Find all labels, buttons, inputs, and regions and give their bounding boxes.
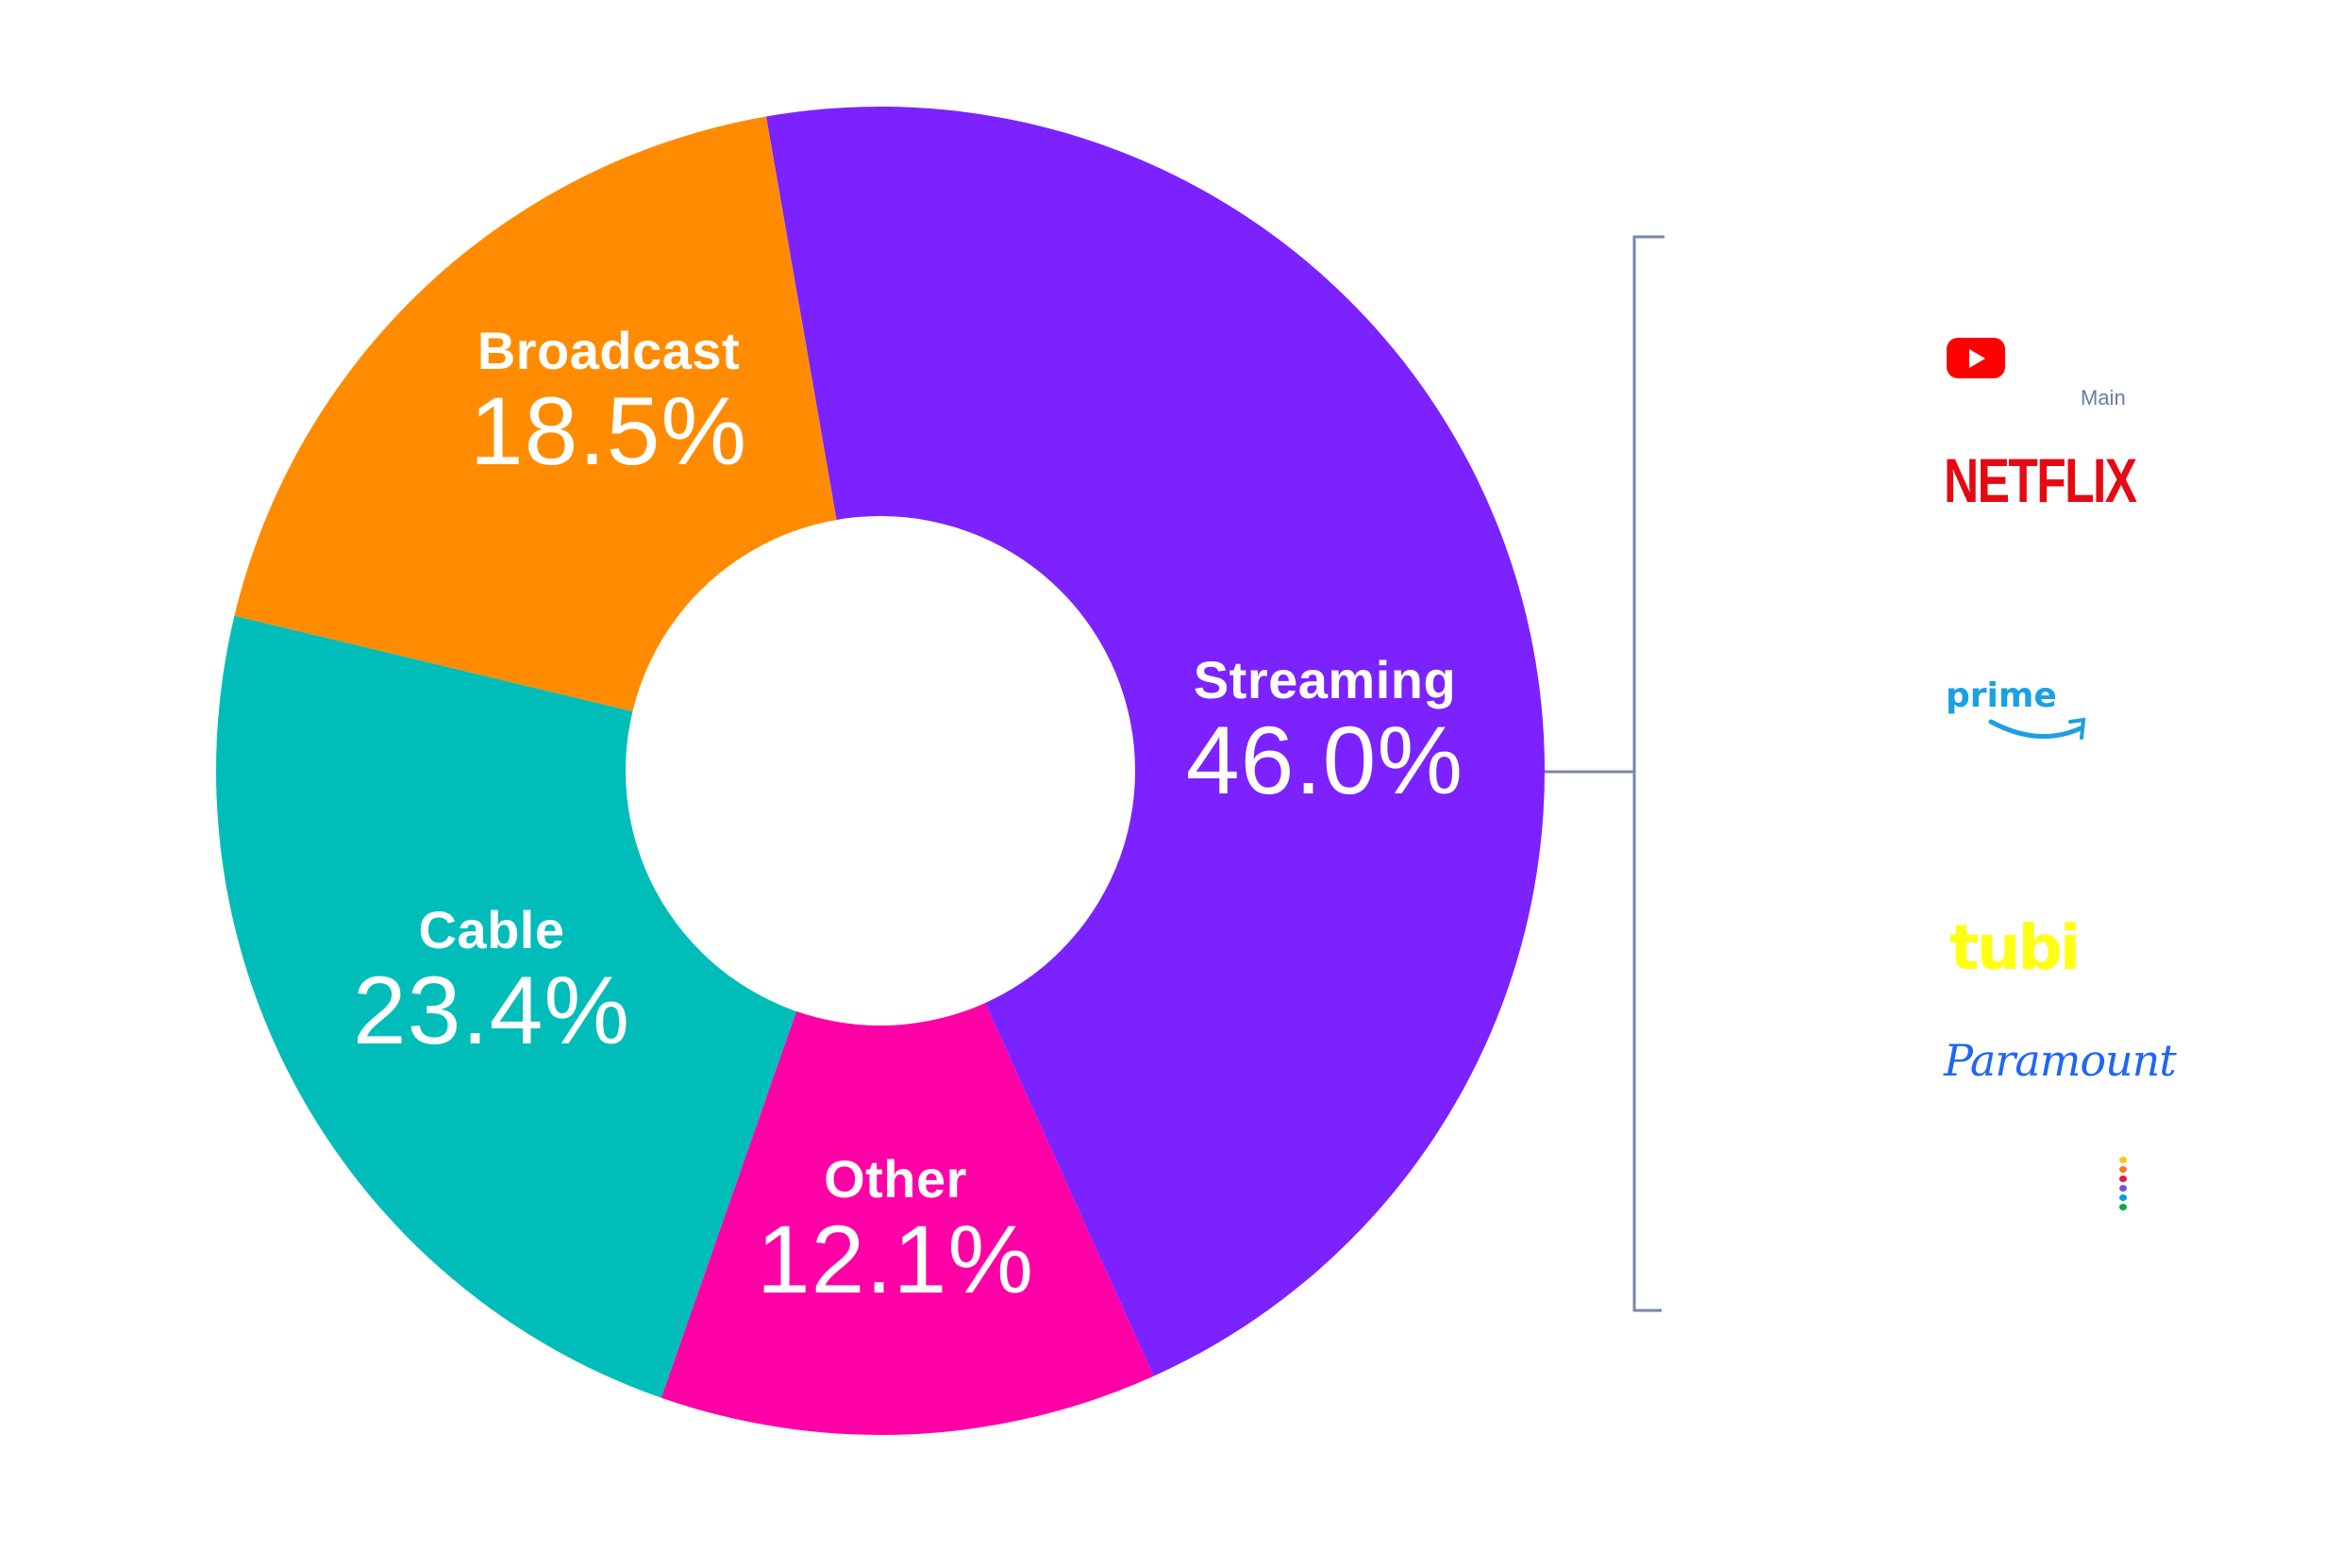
peacock-dot [2119,1185,2127,1192]
slice-name: Broadcast [477,321,741,380]
netflix-logo: NETFLIX [1944,445,2137,515]
peacock-dot [2119,1157,2127,1163]
slice-percent: 46.0% [1185,707,1464,814]
tubi-logo: tubi [1949,911,2081,984]
slice-label-cable: Cable 23.4% [353,904,630,1059]
slice-name: Cable [418,900,565,959]
prime-smile-icon [1988,717,2086,740]
slice-other [661,771,1154,1435]
paramount-logo: Paramount [1944,1035,2177,1086]
slice-label-broadcast: Broadcast 18.5% [469,321,748,485]
slice-percent: 18.5% [469,377,748,485]
peacock-dot [2119,1204,2127,1210]
main-label: Main [2081,386,2126,409]
slice-streaming [765,107,1545,1376]
donut-hole [626,516,1135,1026]
slice-percent: 12.1% [756,1206,1035,1313]
slice-name: Streaming [1193,650,1457,709]
peacock-dots-icon [2119,1157,2127,1210]
slice-percent: 23.4% [352,957,631,1064]
peacock-dot [2119,1194,2127,1201]
peacock-dot [2119,1176,2127,1182]
streaming-bracket [1545,235,1664,1312]
peacock-dot [2119,1166,2127,1173]
slice-label-other: Other 12.1% [756,1149,1035,1313]
prime-video-logo: prime [1946,676,2057,715]
youtube-icon [1947,338,2005,378]
slice-label-streaming: Streaming 46.0% [1186,654,1464,809]
slice-name: Other [824,1149,967,1209]
